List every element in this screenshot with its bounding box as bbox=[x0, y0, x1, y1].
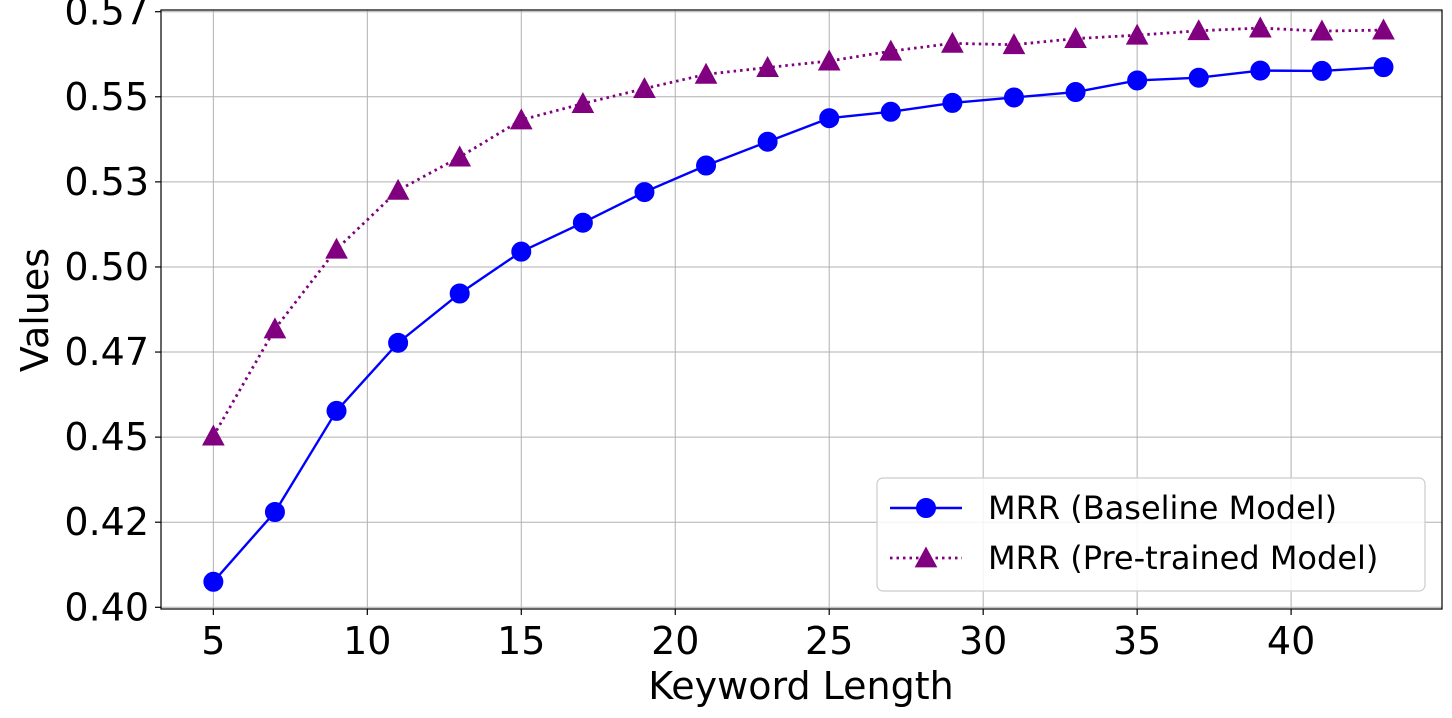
x-tick-label: 25 bbox=[805, 619, 853, 663]
y-tick-label: 0.45 bbox=[64, 415, 149, 459]
series-1 bbox=[203, 57, 1394, 592]
y-tick-label: 0.47 bbox=[64, 330, 149, 374]
y-axis-label: Values bbox=[13, 248, 57, 372]
y-tick-label: 0.53 bbox=[64, 160, 149, 204]
series-layer bbox=[202, 16, 1395, 592]
data-point bbox=[1003, 87, 1024, 108]
legend: MRR (Baseline Model) MRR (Pre-trained Mod… bbox=[876, 477, 1426, 592]
x-tick-label: 20 bbox=[651, 619, 699, 663]
data-point bbox=[1188, 67, 1209, 88]
legend-label: MRR (Baseline Model) bbox=[988, 489, 1337, 527]
legend-box bbox=[876, 477, 1426, 592]
legend-item: MRR (Pre-trained Model) bbox=[890, 539, 1378, 577]
data-point bbox=[1248, 16, 1272, 38]
data-point bbox=[941, 31, 964, 53]
data-point bbox=[1310, 19, 1334, 41]
x-tick-label: 10 bbox=[343, 619, 391, 663]
data-point bbox=[202, 424, 225, 446]
data-point bbox=[633, 77, 656, 99]
data-point bbox=[325, 237, 348, 259]
data-point bbox=[572, 212, 593, 233]
series-line bbox=[212, 26, 1384, 437]
legend-item: MRR (Baseline Model) bbox=[890, 489, 1337, 527]
x-tick-label: 5 bbox=[201, 619, 225, 663]
series-line bbox=[212, 65, 1384, 583]
legend-marker bbox=[914, 546, 938, 568]
data-point bbox=[571, 92, 595, 114]
x-tick-label: 15 bbox=[497, 619, 545, 663]
y-tick-label: 0.40 bbox=[64, 585, 149, 629]
data-point bbox=[1064, 27, 1087, 49]
data-point bbox=[1250, 60, 1271, 81]
series-2 bbox=[202, 16, 1395, 446]
legend-label: MRR (Pre-trained Model) bbox=[988, 539, 1378, 577]
data-point bbox=[634, 182, 655, 203]
x-tick-label: 40 bbox=[1267, 619, 1315, 663]
data-point bbox=[757, 131, 778, 152]
data-point bbox=[511, 241, 532, 262]
data-point bbox=[756, 55, 779, 77]
data-point bbox=[1065, 82, 1086, 103]
x-tick-label: 35 bbox=[1113, 619, 1161, 663]
data-point bbox=[263, 317, 287, 339]
axis-ticks: 5 10 15 20 25 30 35 40 0.40 0.42 0.45 0.47 0.50 0.53 0… bbox=[64, 0, 1315, 663]
data-point bbox=[694, 62, 718, 84]
data-point bbox=[942, 92, 963, 113]
data-point bbox=[509, 108, 533, 130]
x-axis-label: Keyword Length bbox=[648, 664, 953, 708]
data-point bbox=[1372, 18, 1395, 40]
data-point bbox=[696, 155, 717, 176]
plot-frame bbox=[160, 9, 1443, 610]
y-tick-label: 0.57 bbox=[64, 0, 149, 34]
data-point bbox=[448, 145, 472, 167]
data-point bbox=[1002, 33, 1026, 55]
data-point bbox=[326, 400, 347, 421]
data-point bbox=[1125, 23, 1149, 45]
data-point bbox=[386, 178, 410, 200]
y-tick-label: 0.50 bbox=[64, 245, 149, 289]
data-point bbox=[817, 49, 841, 71]
data-point bbox=[1187, 19, 1211, 41]
data-point bbox=[1127, 70, 1148, 91]
data-point bbox=[819, 108, 840, 129]
data-point bbox=[203, 571, 224, 592]
y-tick-label: 0.42 bbox=[64, 500, 149, 544]
legend-marker bbox=[916, 498, 936, 518]
y-tick-label: 0.55 bbox=[64, 75, 149, 119]
data-point bbox=[880, 101, 901, 122]
data-point bbox=[449, 283, 470, 304]
data-point bbox=[388, 332, 409, 353]
data-point bbox=[1373, 57, 1394, 78]
data-point bbox=[1311, 60, 1332, 81]
data-point bbox=[264, 502, 285, 523]
x-tick-label: 30 bbox=[959, 619, 1007, 663]
data-point bbox=[879, 39, 903, 61]
